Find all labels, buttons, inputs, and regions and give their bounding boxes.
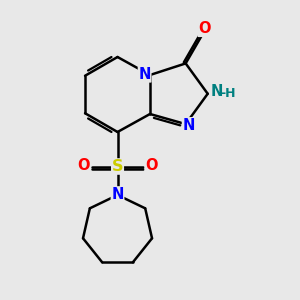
Text: S: S [112,159,123,174]
Text: –H: –H [220,87,236,100]
Text: O: O [145,158,158,173]
Text: O: O [77,158,90,173]
Text: N: N [111,187,124,202]
Text: O: O [198,21,211,36]
Text: N: N [138,67,151,82]
Text: N: N [182,118,195,133]
Text: N: N [211,84,223,99]
